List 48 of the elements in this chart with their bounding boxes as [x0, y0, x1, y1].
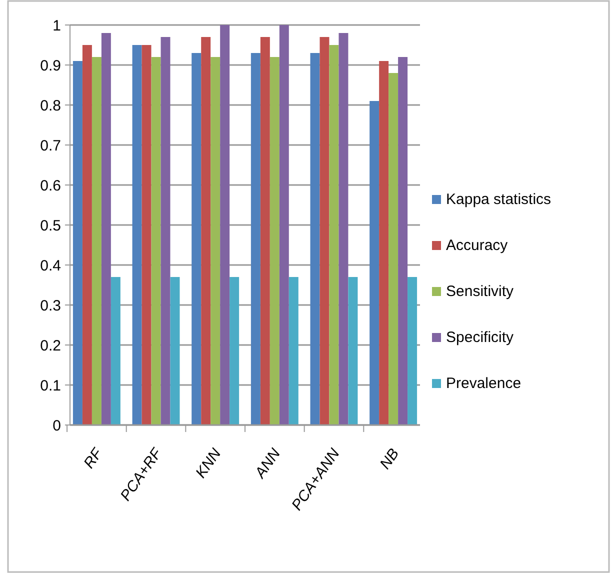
legend-label: Sensitivity: [446, 283, 514, 300]
bar: [201, 37, 211, 425]
bar: [408, 277, 418, 425]
bar: [279, 25, 289, 425]
bar: [329, 45, 339, 425]
y-tick-label: 0.1: [40, 377, 61, 394]
y-tick-label: 0.9: [40, 57, 61, 74]
bar: [92, 57, 102, 425]
bar: [72, 61, 82, 425]
bar: [170, 277, 180, 425]
bar: [160, 37, 170, 425]
y-tick-label: 0.6: [40, 177, 61, 194]
y-tick-label: 0.8: [40, 97, 61, 114]
y-tick-label: 0.5: [40, 217, 61, 234]
bar: [82, 45, 92, 425]
bar: [230, 277, 240, 425]
bar: [220, 25, 230, 425]
bar: [388, 73, 398, 425]
bar: [320, 37, 330, 425]
bar: [398, 57, 408, 425]
x-tick-label: RF: [80, 444, 106, 472]
bar: [370, 101, 380, 425]
legend-label: Kappa statistics: [446, 191, 552, 208]
y-tick-label: 0.3: [40, 297, 61, 314]
bar: [379, 61, 389, 425]
y-tick-label: 0.4: [40, 257, 61, 274]
legend-label: Specificity: [446, 329, 514, 346]
bar: [288, 277, 298, 425]
bar: [338, 33, 348, 425]
bar: [132, 45, 142, 425]
y-tick-label: 0: [52, 417, 61, 434]
bar: [142, 45, 152, 425]
bar: [151, 57, 161, 425]
x-tick-label: NB: [376, 446, 403, 472]
bar: [348, 277, 358, 425]
y-tick-label: 0.7: [40, 137, 61, 154]
bar: [192, 53, 202, 425]
bar: [110, 277, 120, 425]
legend-label: Accuracy: [446, 237, 508, 254]
bar: [250, 53, 260, 425]
bar: [260, 37, 270, 425]
bar: [101, 33, 111, 425]
bar: [210, 57, 220, 425]
legend-label: Prevalence: [446, 375, 522, 392]
y-tick-label: 1: [52, 17, 61, 34]
bar: [270, 57, 280, 425]
bar: [310, 53, 320, 425]
y-tick-label: 0.2: [40, 337, 61, 354]
